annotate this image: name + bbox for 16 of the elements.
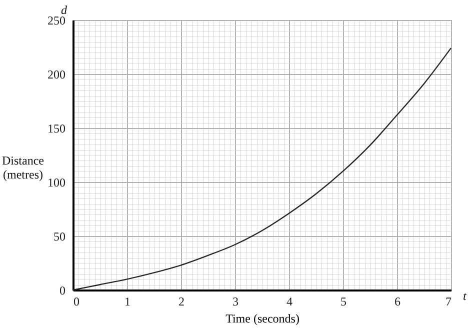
x-tick-label: 1 [124,294,130,308]
x-tick-label: 2 [178,294,184,308]
x-tick-label: 0 [74,294,80,308]
x-tick-label: 4 [286,294,292,308]
y-tick-label: 200 [48,68,66,82]
x-tick-label: 7 [446,294,452,308]
y-tick-label: 150 [48,122,66,136]
x-axis-title: Time (seconds) [226,312,300,326]
y-tick-label: 100 [48,176,66,190]
y-tick-label: 0 [60,284,66,298]
x-tick-label: 3 [232,294,238,308]
x-tick-label: 5 [340,294,346,308]
x-tick-label: 6 [394,294,400,308]
text: t [463,289,467,303]
y-tick-label: 50 [54,230,66,244]
y-axis-title: Distance (metres) [2,153,44,182]
